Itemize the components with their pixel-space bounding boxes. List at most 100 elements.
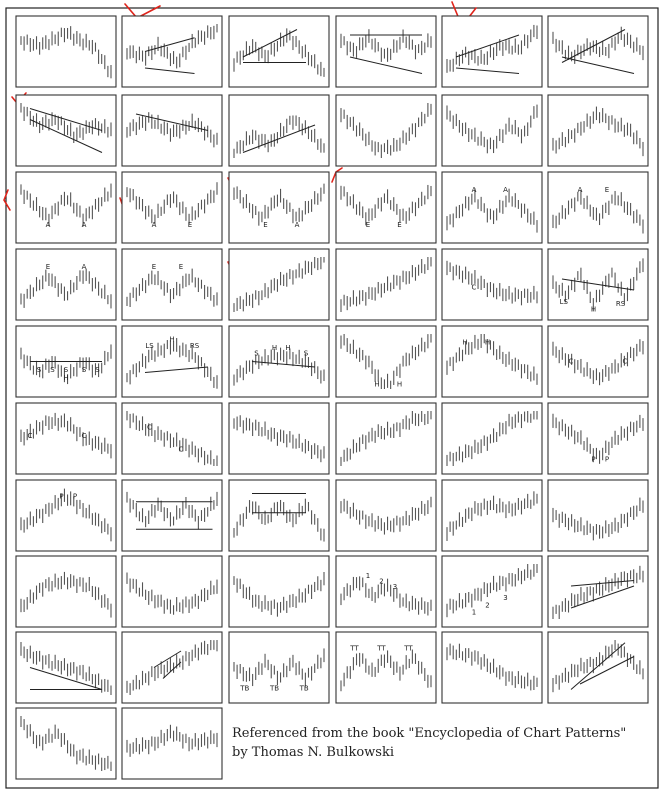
cell-frame (441, 94, 543, 167)
cell-frame (441, 15, 543, 88)
pattern-label: TT (376, 644, 386, 652)
caption-line: Referenced from the book "Encyclopedia o… (232, 726, 626, 741)
cell-frame (335, 171, 437, 244)
cell-frame (15, 479, 117, 552)
trend-line (579, 656, 635, 685)
pattern-label: P (591, 455, 595, 463)
cell-frame (335, 325, 437, 398)
pattern-cell (121, 631, 223, 704)
trend-line (144, 67, 195, 74)
pattern-cell: LS H RS (121, 325, 223, 398)
pattern-cell: C (441, 248, 543, 321)
pattern-cell: S S SHS S (15, 325, 117, 398)
pattern-label: H (591, 305, 596, 313)
pattern-label: P (59, 492, 63, 500)
cell-frame (121, 248, 223, 321)
pattern-cell: LS H RS (547, 248, 649, 321)
pattern-label: S (50, 366, 55, 374)
cell-frame (121, 631, 223, 704)
pattern-cell (15, 15, 117, 88)
cell-frame (228, 479, 330, 552)
cell-frame (15, 248, 117, 321)
cell-frame (335, 248, 437, 321)
pattern-label: 1 (366, 572, 370, 580)
pattern-cell (441, 15, 543, 88)
pattern-label: C (179, 446, 184, 454)
pattern-label: E (188, 221, 192, 229)
pattern-cell (441, 402, 543, 475)
pattern-label: E (397, 221, 401, 229)
pattern-label: H (63, 374, 68, 382)
cell-frame (15, 631, 117, 704)
trend-line (135, 113, 209, 131)
cell-frame (15, 707, 117, 780)
pattern-cell (547, 94, 649, 167)
pattern-cell (335, 15, 437, 88)
pattern-cell (228, 479, 330, 552)
pattern-label: RS (616, 300, 626, 308)
cell-frame (15, 171, 117, 244)
cell-frame (228, 171, 330, 244)
cell-frame (335, 479, 437, 552)
cell-frame (441, 479, 543, 552)
pattern-label: P (73, 492, 77, 500)
cell-frame (121, 94, 223, 167)
cell-frame (121, 555, 223, 628)
cell-frame (441, 248, 543, 321)
pattern-label: E (366, 221, 370, 229)
cell-frame (335, 402, 437, 475)
pattern-label: A (295, 221, 300, 229)
pattern-label: A (46, 221, 51, 229)
pattern-label: A (578, 186, 583, 194)
pattern-label: S (254, 349, 259, 357)
trend-line (570, 585, 635, 609)
cell-frame (547, 15, 649, 88)
pattern-cell (121, 479, 223, 552)
pattern-cell (335, 479, 437, 552)
cell-frame (547, 94, 649, 167)
trend-line (153, 650, 182, 668)
cell-frame (228, 555, 330, 628)
cell-frame (15, 15, 117, 88)
pattern-cell (547, 631, 649, 704)
pattern-label: E (46, 263, 50, 271)
pattern-label: RS (190, 342, 200, 350)
pattern-label: C (569, 358, 574, 366)
pattern-label: H (374, 381, 379, 389)
trend-line (144, 37, 195, 52)
pattern-cell (547, 555, 649, 628)
pattern-label: A (82, 221, 87, 229)
pattern-label: 3 (503, 594, 507, 602)
pattern-cell (228, 94, 330, 167)
pattern-cell: S H H S (228, 325, 330, 398)
pattern-cell (15, 707, 117, 780)
pattern-label: H (485, 338, 490, 346)
pattern-label: H (397, 381, 402, 389)
pattern-label: 1 (472, 608, 476, 616)
cell-frame (441, 171, 543, 244)
pattern-label: LS (145, 342, 154, 350)
trend-line (570, 580, 635, 587)
cell-frame (441, 325, 543, 398)
cell-frame (335, 15, 437, 88)
pattern-label: A (152, 221, 157, 229)
pattern-cell (228, 248, 330, 321)
pattern-label: S (64, 366, 69, 374)
trend-line (29, 108, 103, 131)
trend-line (561, 278, 635, 291)
trend-line (162, 661, 182, 679)
cell-frame (15, 94, 117, 167)
pattern-label: C (82, 432, 87, 440)
cell-frame (228, 94, 330, 167)
pattern-label: H (462, 338, 467, 346)
caption-line: by Thomas N. Bulkowski (232, 745, 394, 760)
pattern-label: C (147, 424, 152, 432)
cell-frame (547, 479, 649, 552)
